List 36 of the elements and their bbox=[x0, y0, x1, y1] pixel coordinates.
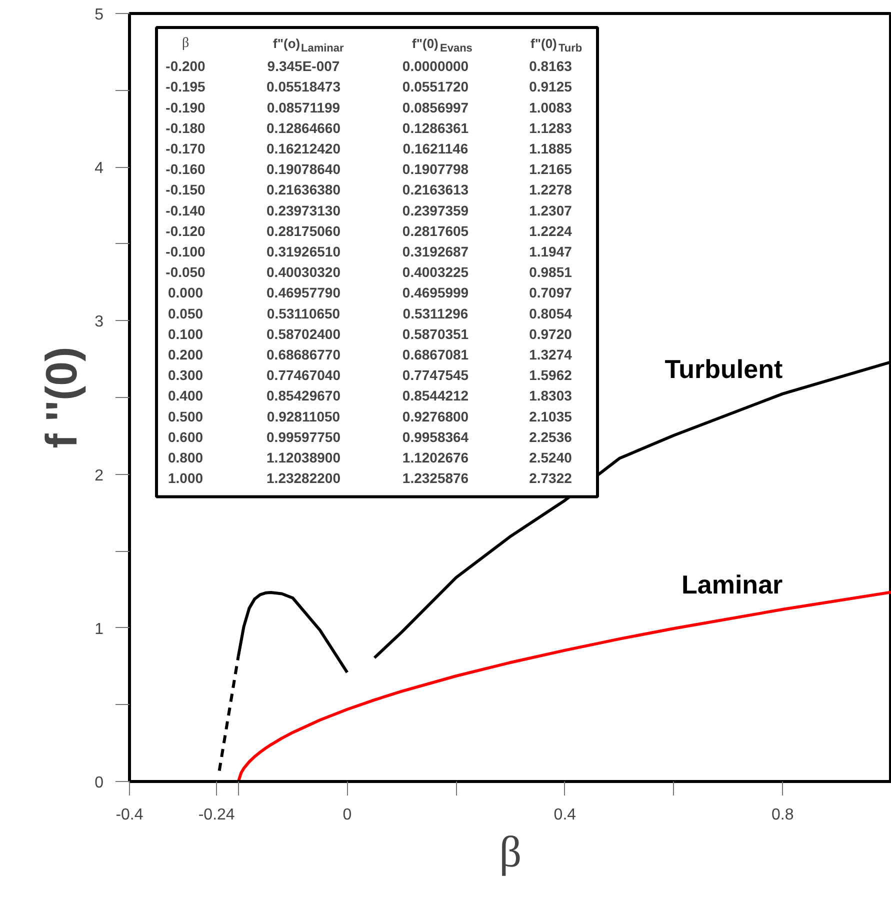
text: 0.100 0.58702400 0.5870351 0.9720 bbox=[168, 326, 572, 342]
text: -0.120 0.28175060 0.2817605 1.2224 bbox=[166, 222, 572, 239]
text: 0.050 0.53110650 0.5311296 0.8054 bbox=[168, 305, 572, 322]
x-tick-label: -0.24 bbox=[198, 806, 235, 824]
text: -0.195 0.05518473 0.0551720 0.9125 bbox=[166, 78, 572, 95]
y-axis-title: f ''(0) bbox=[38, 346, 87, 448]
text: 0.600 0.99597750 0.9958364 2.2536 bbox=[168, 428, 572, 445]
y-tick-label: 3 bbox=[94, 314, 104, 331]
text: -0.180 0.12864660 0.1286361 1.1283 bbox=[166, 120, 572, 136]
x-tick-label: 0.4 bbox=[554, 806, 576, 824]
text: 0.200 0.68686770 0.6867081 1.3274 bbox=[168, 346, 572, 362]
text: -0.190 0.08571199 0.0856997 1.0083 bbox=[166, 99, 572, 116]
x-axis-title: β bbox=[499, 828, 522, 876]
text: 0.500 0.92811050 0.9276800 2.1035 bbox=[168, 408, 572, 424]
y-tick-label: 0 bbox=[94, 774, 104, 792]
text: -0.140 0.23973130 0.2397359 1.2307 bbox=[166, 202, 572, 218]
x-tick-label: -0.4 bbox=[116, 806, 144, 824]
text: -0.100 0.31926510 0.3192687 1.1947 bbox=[166, 244, 572, 260]
text: -0.160 0.19078640 0.1907798 1.2165 bbox=[166, 161, 572, 178]
text: -0.200 9.345E-007 0.0000000 0.8163 bbox=[166, 58, 572, 74]
text: 0.400 0.85429670 0.8544212 1.8303 bbox=[168, 388, 572, 404]
text: 0.300 0.77467040 0.7747545 1.5962 bbox=[168, 367, 572, 384]
text: -0.150 0.21636380 0.2163613 1.2278 bbox=[166, 182, 572, 198]
text: 0.000 0.46957790 0.4695999 0.7097 bbox=[168, 284, 572, 301]
text: 1.000 1.23282200 1.2325876 2.7322 bbox=[168, 470, 572, 486]
series-label: Turbulent bbox=[664, 354, 783, 384]
text: 0.800 1.12038900 1.1202676 2.5240 bbox=[168, 450, 572, 466]
text: -0.170 0.16212420 0.1621146 1.1885 bbox=[166, 140, 572, 156]
series-label: Laminar bbox=[682, 569, 783, 600]
text: -0.050 0.40030320 0.4003225 0.9851 bbox=[166, 264, 572, 280]
y-tick-label: 1 bbox=[94, 620, 104, 638]
y-tick-label: 5 bbox=[94, 6, 104, 24]
x-tick-label: 0 bbox=[342, 806, 352, 824]
x-tick-label: 0.8 bbox=[772, 806, 794, 824]
y-tick-label: 4 bbox=[94, 160, 104, 178]
y-tick-label: 2 bbox=[94, 467, 104, 484]
